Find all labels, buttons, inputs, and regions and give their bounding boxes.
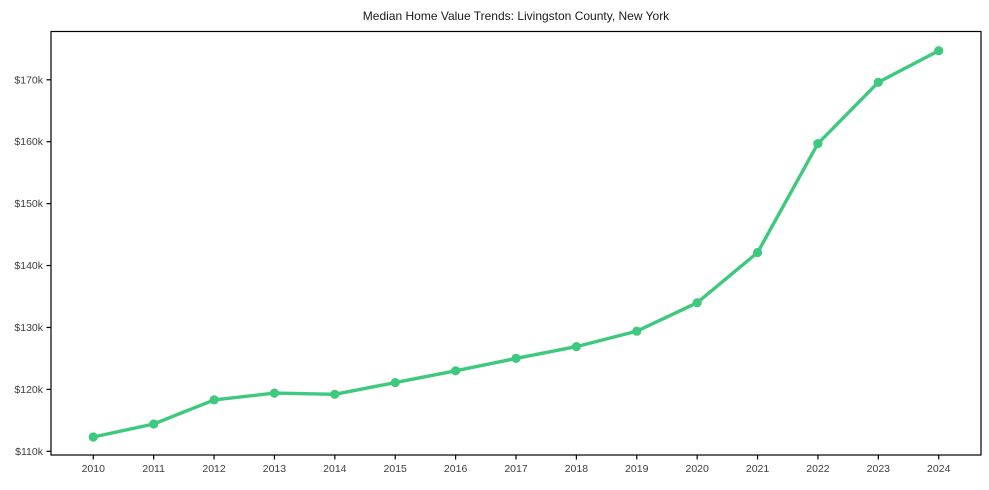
- x-axis-tick-label: 2023: [867, 463, 891, 475]
- data-point-2024: [934, 46, 944, 56]
- x-axis-tick-label: 2012: [202, 463, 226, 475]
- x-axis-tick-label: 2020: [685, 463, 709, 475]
- x-axis-tick-label: 2022: [806, 463, 830, 475]
- y-axis-tick-label: $140k: [14, 260, 43, 272]
- data-point-2018: [571, 342, 582, 352]
- x-axis-tick-label: 2021: [746, 463, 770, 475]
- y-axis-ticks-group: $110k $120k $130k $140k $150k $160k $170k: [14, 74, 51, 458]
- data-point-2017: [511, 353, 521, 363]
- y-axis-tick-label: $150k: [14, 198, 43, 210]
- y-axis-tick-label: $130k: [14, 322, 43, 334]
- x-axis-ticks-group: 2010 2011 2012 2013 2014 2015 2016 2017 2018 2019…: [82, 455, 951, 475]
- x-axis-tick-label: 2018: [565, 463, 589, 475]
- x-axis-tick-label: 2016: [444, 463, 468, 475]
- y-axis-tick-label: $110k: [15, 446, 44, 458]
- x-axis-tick-label: 2017: [504, 463, 528, 475]
- data-point-2015: [390, 378, 400, 388]
- x-axis-tick-label: 2010: [82, 463, 106, 475]
- x-axis-tick-label: 2011: [142, 463, 165, 475]
- y-axis-tick-label: $160k: [14, 136, 43, 148]
- x-axis-tick-label: 2019: [625, 463, 649, 475]
- plot-frame-group: [50, 30, 982, 456]
- data-point-2022: [813, 139, 823, 149]
- data-point-2023: [873, 77, 883, 87]
- data-point-2016: [451, 366, 461, 376]
- data-point-2011: [149, 419, 159, 429]
- chart-title: Median Home Value Trends: Livingston Cou…: [363, 9, 670, 23]
- data-point-2013: [269, 388, 279, 398]
- y-axis-tick-label: $120k: [14, 384, 43, 396]
- y-axis-tick-label: $170k: [14, 74, 43, 86]
- data-point-2021: [753, 247, 763, 258]
- data-point-2020: [692, 298, 702, 308]
- plot-frame: [50, 30, 982, 456]
- data-point-2019: [632, 326, 642, 336]
- x-axis-tick-label: 2013: [263, 463, 287, 475]
- x-axis-tick-label: 2014: [323, 463, 347, 475]
- data-point-2010: [88, 432, 98, 442]
- data-point-2014: [330, 389, 340, 399]
- x-axis-tick-label: 2015: [384, 463, 408, 475]
- series-group: [88, 46, 944, 442]
- trend-line: [91, 49, 941, 439]
- data-point-2012: [209, 395, 219, 405]
- x-axis-tick-label: 2024: [927, 463, 951, 475]
